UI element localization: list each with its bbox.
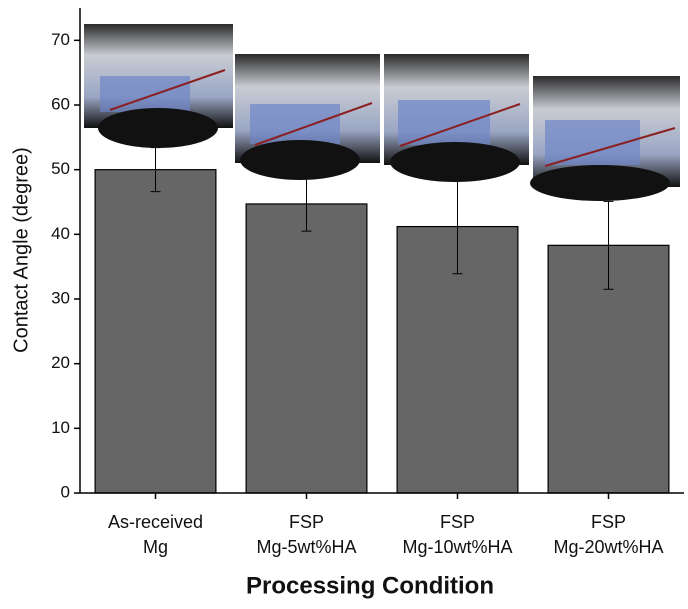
x-tick-label: FSP bbox=[440, 512, 475, 532]
y-tick-label: 40 bbox=[51, 224, 70, 243]
x-tick-label: Mg bbox=[143, 537, 168, 557]
bar bbox=[94, 169, 217, 494]
photo bbox=[84, 24, 233, 148]
x-tick-label: FSP bbox=[591, 512, 626, 532]
bar bbox=[245, 203, 368, 494]
x-tick-label: Mg-10wt%HA bbox=[402, 537, 512, 557]
x-tick-label: Mg-5wt%HA bbox=[256, 537, 356, 557]
bars bbox=[94, 147, 670, 494]
y-tick-label: 10 bbox=[51, 418, 70, 437]
y-tick-label: 60 bbox=[51, 94, 70, 113]
x-axis-label: Processing Condition bbox=[246, 572, 494, 599]
photo bbox=[384, 54, 529, 182]
x-tick-label: FSP bbox=[289, 512, 324, 532]
photo bbox=[235, 54, 380, 180]
x-tick-label: As-received bbox=[108, 512, 203, 532]
y-axis-label: Contact Angle (degree) bbox=[10, 147, 32, 353]
photo bbox=[530, 76, 680, 201]
y-tick-label: 20 bbox=[51, 353, 70, 372]
inset-photos bbox=[84, 24, 680, 201]
error-bar bbox=[603, 200, 614, 290]
y-tick-label: 70 bbox=[51, 30, 70, 49]
x-tick-label: Mg-20wt%HA bbox=[553, 537, 663, 557]
y-tick-label: 0 bbox=[61, 482, 70, 501]
y-tick-label: 50 bbox=[51, 159, 70, 178]
y-tick-label: 30 bbox=[51, 288, 70, 307]
